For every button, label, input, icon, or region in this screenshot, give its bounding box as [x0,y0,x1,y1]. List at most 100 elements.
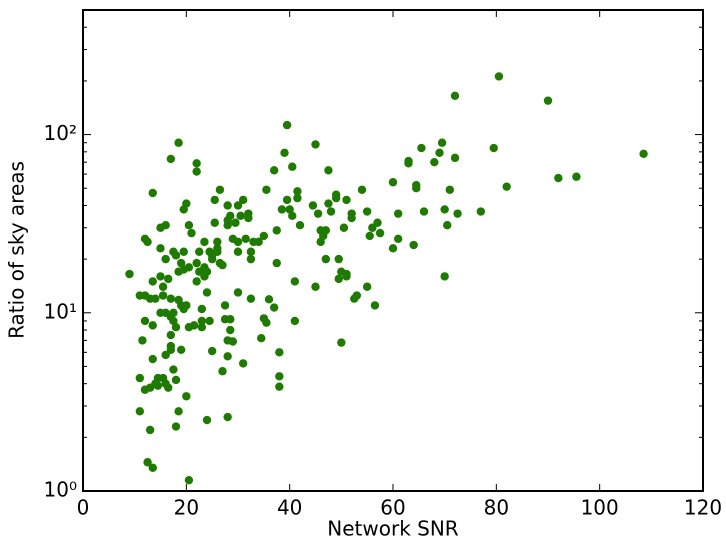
x-tick-label: 0 [77,496,90,520]
point [264,295,274,304]
point [189,321,199,330]
point [368,223,377,232]
point [269,303,279,312]
point [285,205,294,214]
point [171,375,181,385]
point [135,407,145,416]
point [210,195,219,205]
point [205,316,214,326]
point [226,211,235,221]
point [280,148,289,158]
point [437,138,447,147]
plot-frame [82,9,704,492]
x-tick-label: 60 [380,496,405,520]
point [246,247,256,256]
point [489,143,498,153]
point [223,201,232,210]
point [362,282,372,291]
point [282,120,292,130]
point [259,231,269,241]
point [174,138,183,147]
point [218,367,227,376]
point [494,72,504,81]
point [210,218,219,227]
point [373,218,382,227]
point [337,338,346,347]
point [321,226,331,235]
point [409,240,418,250]
point [347,209,356,218]
point [440,272,449,281]
point [158,282,168,291]
point [182,301,191,310]
point [184,475,194,485]
point [543,96,553,105]
point [277,205,287,214]
point [187,228,196,238]
point [308,201,318,210]
point [148,463,157,472]
point [554,173,563,183]
y-tick-label: 10⁰ [44,478,77,502]
point [272,226,281,235]
point [352,291,362,300]
point [213,237,222,247]
point [275,382,284,391]
point [202,288,212,297]
point [148,277,157,286]
point [290,316,300,326]
point [233,201,243,210]
point [435,148,444,158]
point [324,199,333,208]
point [362,207,372,216]
point [169,365,178,374]
point [639,149,648,158]
point [254,237,263,247]
y-axis-label: Ratio of sky areas [5,161,29,339]
point [370,301,380,310]
point [288,162,297,171]
point [182,392,191,401]
point [342,269,351,279]
point [244,209,253,218]
point [324,166,333,175]
point [430,157,439,167]
point [450,91,460,101]
point [182,199,191,208]
point [202,415,212,425]
point [241,234,250,244]
point [257,334,266,343]
point [282,195,292,205]
point [135,373,145,383]
point [164,274,173,284]
point [238,359,248,368]
point [357,185,367,194]
point [288,211,297,221]
point [502,182,511,191]
point [453,209,462,218]
point [311,282,320,291]
point [143,237,152,247]
point [171,422,181,431]
point [393,209,403,218]
point [272,258,281,268]
point [445,185,455,194]
point [148,188,157,198]
point [213,244,222,253]
point [275,348,284,357]
point [161,350,170,360]
point [233,237,243,247]
point [125,269,134,279]
point [476,207,486,216]
point [290,277,300,286]
point [233,247,243,256]
x-tick-label: 20 [174,496,199,520]
point [192,167,201,176]
point [148,354,157,364]
point [197,316,207,326]
point [443,221,452,230]
point [197,323,207,332]
point [269,166,279,175]
point [293,193,302,203]
point [158,291,168,300]
